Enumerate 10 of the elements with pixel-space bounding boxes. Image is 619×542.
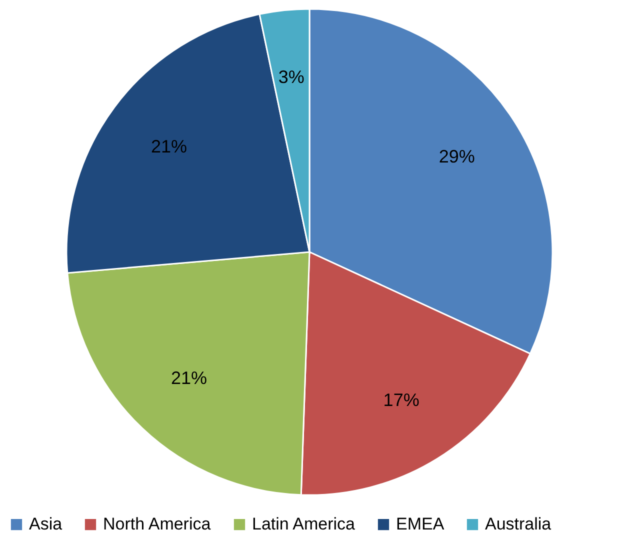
data-label: 21% [150,136,188,157]
legend-label: EMEA [396,514,445,534]
data-label: 21% [170,368,208,388]
data-label: 29% [438,146,475,167]
legend-label: Asia [29,514,63,534]
legend-label: North America [103,514,212,534]
data-label: 3% [278,66,304,87]
legend-label: Latin America [252,514,356,534]
data-label: 17% [383,390,420,410]
legend-label: Australia [485,514,552,534]
